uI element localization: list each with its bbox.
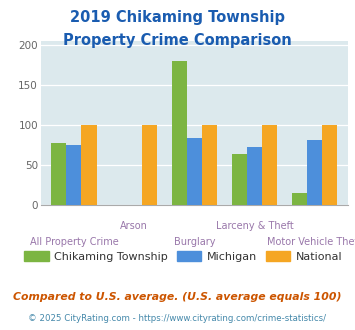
Bar [202,125,217,205]
Text: 2019 Chikaming Township: 2019 Chikaming Township [70,10,285,25]
Text: Compared to U.S. average. (U.S. average equals 100): Compared to U.S. average. (U.S. average … [13,292,342,302]
Text: All Property Crime: All Property Crime [29,237,118,247]
Text: Property Crime Comparison: Property Crime Comparison [63,33,292,48]
Text: Motor Vehicle Theft: Motor Vehicle Theft [267,237,355,247]
Bar [187,138,202,205]
Bar [292,193,307,205]
Bar [322,125,337,205]
Bar [66,145,81,205]
Bar [51,143,66,205]
Text: Larceny & Theft: Larceny & Theft [216,221,294,231]
Text: Arson: Arson [120,221,148,231]
Text: Burglary: Burglary [174,237,215,247]
Bar [142,125,157,205]
Bar [262,125,277,205]
Bar [232,153,247,205]
Bar [307,140,322,205]
Bar [247,147,262,205]
Text: © 2025 CityRating.com - https://www.cityrating.com/crime-statistics/: © 2025 CityRating.com - https://www.city… [28,314,327,323]
Legend: Chikaming Township, Michigan, National: Chikaming Township, Michigan, National [20,247,347,267]
Bar [172,61,187,205]
Bar [81,125,97,205]
